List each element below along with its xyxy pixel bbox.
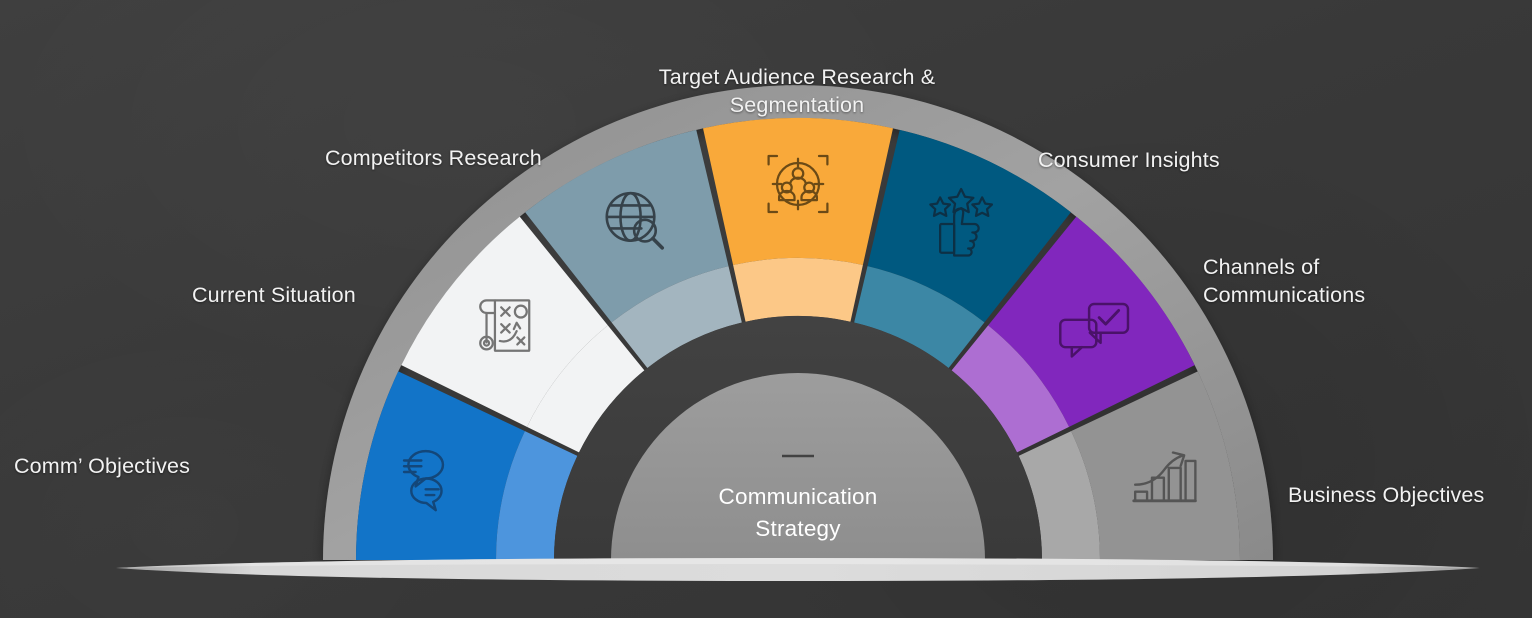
speech-bubbles-icon: [402, 449, 445, 512]
label-target-audience: Target Audience Research & Segmentation: [658, 65, 936, 117]
segment-tint-competitors-research: [611, 266, 742, 369]
label-business-objectives: Business Objectives: [1288, 483, 1485, 507]
segment-tint-current-situation: [526, 325, 645, 453]
segment-band-consumer-insights[interactable]: [867, 129, 1071, 323]
segment-tint-channels-of-communications: [951, 325, 1070, 453]
segment-tint-target-audience: [733, 258, 863, 322]
segment-band-competitors-research[interactable]: [525, 129, 729, 323]
dash-divider-icon: [782, 454, 814, 458]
hub-semicircle: [611, 373, 985, 560]
audience-target-icon: [767, 154, 829, 214]
label-channels-of-communications: Channels of Communications: [1203, 255, 1366, 307]
segment-current-situation[interactable]: [401, 216, 645, 453]
label-consumer-insights: Consumer Insights: [1038, 148, 1220, 172]
segment-band-business-objectives[interactable]: [1071, 371, 1240, 560]
label-comm-objectives: Comm’ Objectives: [14, 454, 191, 478]
label-current-situation: Current Situation: [192, 283, 356, 307]
strategy-playbook-icon: [479, 299, 531, 352]
inner-dark-ring: [554, 316, 1042, 560]
segment-band-channels-of-communications[interactable]: [988, 216, 1195, 427]
segment-tint-comm-objectives: [496, 431, 578, 560]
platform-base: [116, 558, 1480, 581]
segment-tint-business-objectives: [1018, 431, 1100, 560]
segment-band-target-audience[interactable]: [703, 118, 893, 266]
segment-consumer-insights[interactable]: [854, 129, 1071, 369]
segment-band-comm-objectives[interactable]: [356, 371, 525, 560]
segment-comm-objectives[interactable]: [356, 371, 578, 560]
segment-tint-consumer-insights: [854, 266, 985, 369]
segment-channels-of-communications[interactable]: [951, 216, 1195, 453]
segment-icon-group: [402, 154, 1197, 512]
globe-search-icon: [605, 191, 665, 250]
segment-band-current-situation[interactable]: [401, 216, 608, 427]
segment-target-audience[interactable]: [703, 118, 893, 322]
segment-band-group: [356, 118, 1240, 560]
label-competitors-research: Competitors Research: [325, 146, 542, 170]
chat-check-icon: [1059, 302, 1130, 358]
hub-title: Communication Strategy: [718, 484, 878, 541]
segment-business-objectives[interactable]: [1018, 371, 1240, 560]
growth-chart-icon: [1132, 451, 1197, 503]
thumbs-up-stars-icon: [929, 187, 994, 257]
segment-competitors-research[interactable]: [525, 129, 742, 369]
